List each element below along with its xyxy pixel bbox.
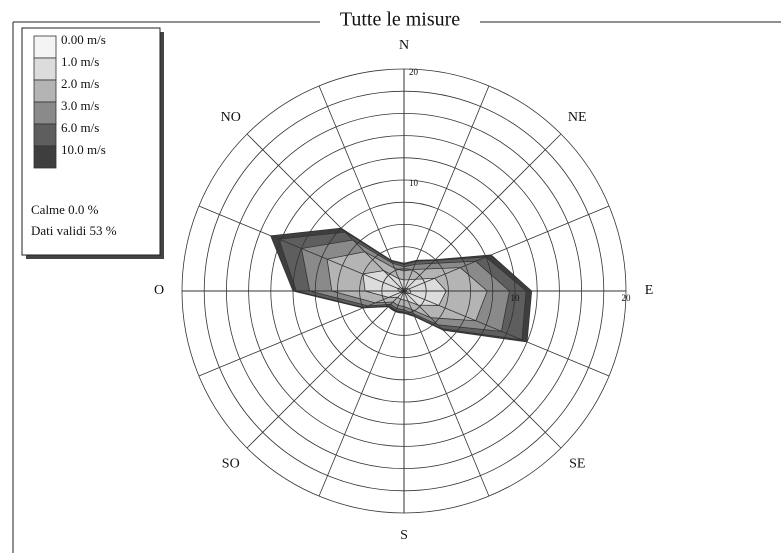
legend-label: 10.0 m/s: [61, 142, 106, 157]
direction-label: SO: [222, 456, 240, 471]
legend-label: 6.0 m/s: [61, 120, 99, 135]
spoke: [198, 205, 405, 292]
spoke: [246, 290, 405, 449]
legend-label: 0.00 m/s: [61, 32, 106, 47]
legend-label: 2.0 m/s: [61, 76, 99, 91]
spoke: [403, 290, 490, 497]
direction-label: NO: [221, 110, 241, 125]
legend-label: 3.0 m/s: [61, 98, 99, 113]
legend-label: 1.0 m/s: [61, 54, 99, 69]
direction-label: NE: [568, 110, 587, 125]
legend-swatch: [33, 145, 57, 169]
direction-label: S: [400, 528, 408, 543]
direction-label: O: [154, 283, 164, 298]
legend: 0.00 m/s 1.0 m/s 2.0 m/s 3.0 m/s 6.0 m/s 10.0…: [31, 32, 117, 238]
r-tick-label: 10: [511, 293, 521, 303]
spoke: [403, 290, 562, 449]
r-tick-label: 20: [409, 67, 419, 77]
legend-note: Dati validi 53 %: [31, 223, 117, 238]
legend-swatch: [33, 79, 57, 103]
legend-swatch: [33, 57, 57, 81]
direction-label: E: [645, 283, 654, 298]
legend-swatch: [33, 101, 57, 125]
legend-swatch: [33, 35, 57, 59]
spoke: [318, 290, 405, 497]
direction-label: SE: [569, 456, 585, 471]
title-bg: [320, 10, 480, 34]
spoke: [403, 290, 610, 377]
spoke: [403, 205, 610, 292]
spoke: [403, 133, 562, 292]
legend-note: Calme 0.0 %: [31, 202, 99, 217]
direction-label: N: [399, 38, 409, 53]
spoke: [198, 290, 405, 377]
r-tick-label: 10: [409, 178, 419, 188]
r-tick-label: 20: [622, 293, 632, 303]
chart-title: Tutte le misure: [340, 9, 460, 31]
plot: N NE E SE S SO O NO 10 10 20 20: [154, 38, 653, 543]
spoke: [246, 133, 405, 292]
spoke: [318, 85, 405, 292]
legend-swatch: [33, 123, 57, 147]
spoke: [403, 85, 490, 292]
